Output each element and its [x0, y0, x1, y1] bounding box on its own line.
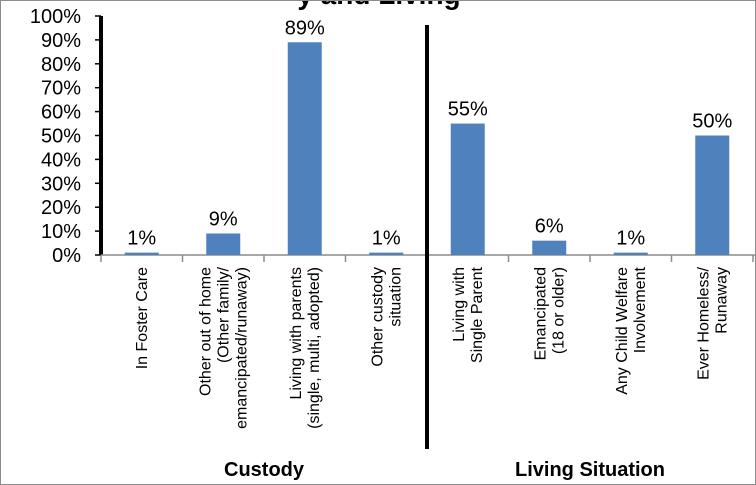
bar — [206, 233, 241, 255]
y-tick-label: 0% — [52, 245, 81, 267]
y-tick-label: 70% — [41, 78, 81, 100]
category-label-line: Living with parents — [288, 267, 305, 400]
y-tick-label: 90% — [41, 30, 81, 52]
category-label: Living with Single Parent — [451, 266, 486, 363]
data-label: 6% — [535, 216, 564, 238]
category-label-line: Single Parent — [469, 266, 486, 363]
bar — [124, 252, 159, 255]
y-tick-label: 40% — [41, 149, 81, 171]
data-labels: 1% 9% 89% 1% 55% 6% 1% 50% — [127, 17, 732, 249]
y-tick-label: 50% — [41, 126, 81, 148]
bar — [532, 240, 567, 255]
group-labels: Custody Living Situation — [224, 459, 665, 481]
y-tick-label: 20% — [41, 197, 81, 219]
data-label: 50% — [692, 111, 732, 133]
y-tick-label: 10% — [41, 221, 81, 243]
category-label-line: (single, multi, adopted) — [306, 267, 323, 429]
category-label: Ever Homeless/Runaway — [695, 266, 730, 379]
category-label-line: (18 or older) — [550, 267, 567, 354]
bar — [450, 123, 485, 255]
y-axis: 0%10%20%30%40%50%60%70%80%90%100% — [30, 6, 103, 267]
data-label: 1% — [616, 228, 645, 250]
y-tick-label: 100% — [30, 6, 81, 28]
category-label-line: emancipated/runaway) — [233, 267, 250, 429]
data-label: 55% — [448, 99, 488, 121]
category-label-line: Runaway — [713, 267, 730, 334]
category-labels: In Foster Care Other out of home (Other fa… — [134, 266, 731, 428]
y-tick-label: 30% — [41, 173, 81, 195]
bar — [369, 252, 404, 255]
category-label-line: Any Child Welfare — [614, 267, 631, 395]
category-label: In Foster Care — [134, 267, 151, 369]
data-label: 89% — [285, 17, 325, 39]
group-label: Living Situation — [515, 459, 665, 481]
bar — [613, 252, 648, 255]
bar — [287, 42, 322, 255]
category-label-line: Involvement — [632, 266, 649, 353]
category-label-line: situation — [387, 267, 404, 327]
category-label-line: Ever Homeless/ — [695, 266, 712, 379]
y-tick-label: 60% — [41, 102, 81, 124]
data-label: 1% — [372, 228, 401, 250]
data-label: 9% — [209, 208, 238, 230]
category-label-line: In Foster Care — [134, 267, 151, 369]
category-label-line: Other custody — [369, 267, 386, 367]
category-label: Emancipated (18 or older) — [532, 267, 567, 360]
data-label: 1% — [127, 228, 156, 250]
category-label-line: Other out of home — [197, 267, 214, 396]
category-label-line: Emancipated — [532, 267, 549, 360]
category-label-line: Living with — [451, 267, 468, 342]
category-label: Living with parents (single, multi, adopt… — [288, 267, 323, 429]
category-label: Any Child Welfare Involvement — [614, 266, 649, 394]
chart-title: y and Living — [297, 1, 460, 10]
y-tick-label: 80% — [41, 54, 81, 76]
group-label: Custody — [224, 459, 305, 481]
category-label: Other custody situation — [369, 267, 404, 367]
category-label-line: (Other family/ — [215, 266, 232, 363]
category-label: Other out of home (Other family/emancipat… — [197, 266, 250, 428]
bar — [695, 135, 730, 255]
bars — [124, 42, 730, 255]
